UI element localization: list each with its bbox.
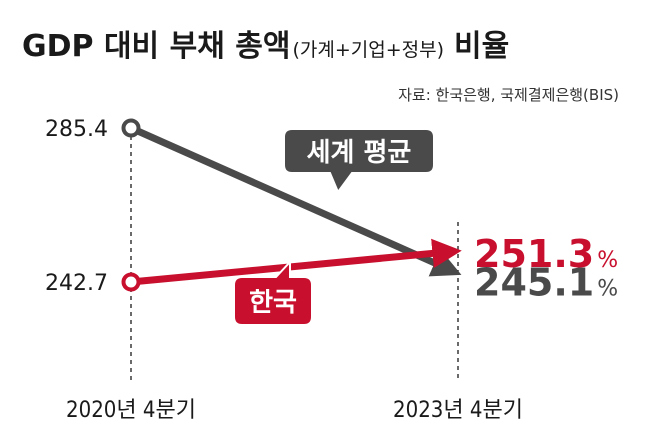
- title-main: GDP 대비 부채 총액: [22, 29, 290, 64]
- callout-world-box: [283, 128, 435, 195]
- value-label-korea-start: 242.7: [45, 271, 108, 296]
- value-label-world-start: 285.4: [45, 117, 108, 142]
- data-point-korea-start: [121, 272, 141, 292]
- callout-world: 세계 평균: [283, 128, 435, 195]
- callout-korea-label: 한국: [249, 288, 297, 318]
- value-label-korea-end: 251.3%: [474, 232, 618, 276]
- callout-world-label: 세계 평균: [307, 138, 412, 168]
- source-note: 자료: 한국은행, 국제결제은행(BIS): [398, 86, 619, 104]
- x-tick-label-start: 2020년 4분기: [66, 398, 196, 423]
- value-korea-end-number: 251.3: [474, 232, 594, 276]
- callout-korea-box: [233, 259, 313, 326]
- value-world-end-number: 245.1: [474, 260, 594, 304]
- data-point-world-start: [121, 118, 141, 138]
- x-tick-label-end: 2023년 4분기: [393, 398, 523, 423]
- callout-korea: 한국: [233, 259, 313, 326]
- chart-title: GDP 대비 부채 총액 (가계+기업+정부) 비율: [22, 29, 509, 64]
- title-tail: 비율: [454, 29, 509, 64]
- value-world-end-unit: %: [597, 276, 618, 301]
- series-line-world: [129, 124, 462, 277]
- value-korea-end-unit: %: [597, 248, 618, 273]
- title-paren: (가계+기업+정부): [292, 39, 444, 61]
- value-label-world-end: 245.1%: [474, 260, 618, 304]
